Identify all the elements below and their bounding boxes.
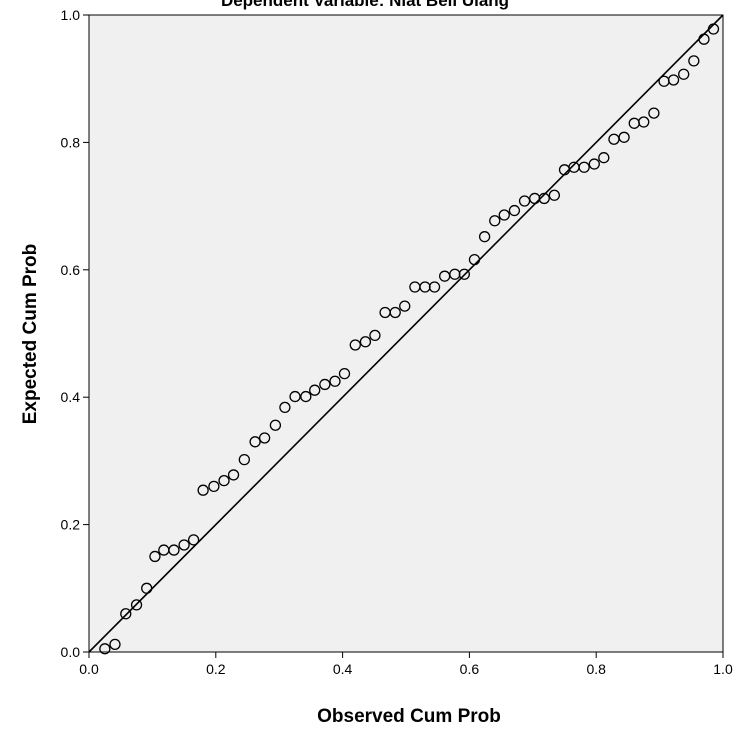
data-point: [309, 384, 321, 396]
data-point: [208, 480, 220, 493]
data-point: [498, 209, 510, 221]
data-point: [548, 189, 561, 201]
x-tick-label: 0.2: [206, 661, 226, 677]
x-tick-label: 1.0: [713, 661, 733, 677]
data-point: [218, 474, 230, 487]
data-point: [638, 116, 650, 128]
data-point: [458, 268, 470, 280]
x-axis-label: Observed Cum Prob: [317, 706, 501, 727]
x-tick-label: 0.6: [460, 661, 480, 677]
data-point: [688, 55, 700, 67]
data-point: [518, 195, 531, 207]
data-point: [489, 215, 501, 227]
data-point: [120, 608, 132, 620]
chart-title: Dependent Variable: Niat Beli Ulang: [221, 0, 509, 10]
data-point: [618, 131, 630, 143]
data-point: [508, 204, 521, 217]
data-point: [428, 281, 441, 293]
data-point: [478, 231, 491, 243]
data-point: [300, 390, 312, 403]
data-point: [359, 336, 372, 348]
data-point: [249, 436, 261, 448]
data-point: [289, 390, 301, 403]
y-tick-label: 0.4: [61, 389, 81, 405]
x-tick-label: 0.4: [333, 661, 353, 677]
data-point: [678, 68, 690, 80]
data-point: [399, 300, 411, 312]
data-point: [168, 544, 180, 556]
data-point: [187, 534, 200, 546]
y-tick-label: 1.0: [61, 7, 81, 23]
data-point: [109, 638, 121, 651]
y-axis: 0.0 0.2 0.4 0.6 0.8 1.0: [61, 7, 89, 660]
data-point: [707, 23, 720, 35]
y-tick-label: 0.6: [61, 262, 81, 278]
y-tick-label: 0.2: [61, 517, 81, 533]
reference-diagonal-line: [88, 14, 724, 653]
data-point: [149, 550, 161, 563]
data-point: [99, 643, 111, 655]
data-point: [588, 158, 600, 170]
data-point: [349, 339, 361, 351]
y-tick-label: 0.0: [61, 644, 81, 660]
data-point: [338, 367, 351, 380]
data-point: [648, 107, 660, 119]
data-point: [598, 152, 610, 164]
data-point: [698, 33, 710, 45]
data-point: [130, 599, 143, 611]
data-point: [319, 378, 331, 391]
data-point: [269, 419, 282, 431]
data-point: [141, 582, 153, 594]
x-axis: 0.0 0.2 0.4 0.6 0.8 1.0: [79, 652, 733, 677]
x-tick-label: 0.8: [586, 661, 606, 677]
data-point: [178, 539, 190, 551]
data-point: [227, 469, 240, 481]
data-point: [238, 453, 250, 466]
data-points: [99, 23, 720, 655]
y-axis-label: Expected Cum Prob: [20, 244, 41, 425]
data-point: [258, 432, 271, 444]
x-tick-label: 0.0: [79, 661, 99, 677]
data-point: [369, 329, 381, 342]
data-point: [468, 253, 481, 266]
data-point: [538, 192, 550, 205]
data-point: [279, 401, 291, 414]
y-tick-label: 0.8: [61, 134, 81, 150]
data-point: [389, 306, 401, 319]
data-point: [329, 375, 341, 387]
data-point: [197, 484, 209, 496]
data-point: [578, 161, 590, 173]
data-point: [667, 74, 680, 86]
